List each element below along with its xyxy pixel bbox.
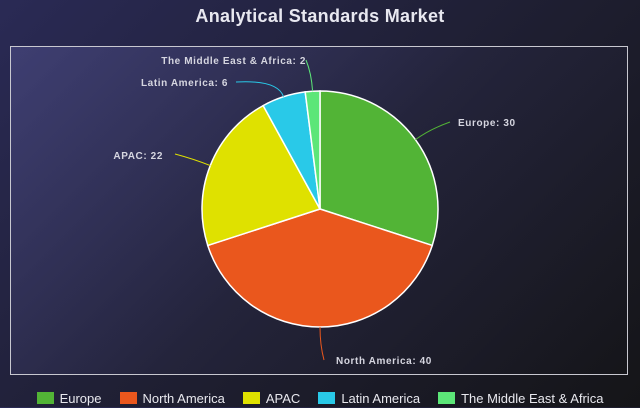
legend-swatch bbox=[438, 392, 456, 404]
legend-item-north-america[interactable]: North America bbox=[119, 390, 225, 406]
data-label-0: Europe: 30 bbox=[458, 118, 516, 129]
leader-line-4 bbox=[305, 59, 314, 92]
legend-item-apac[interactable]: APAC bbox=[242, 390, 301, 406]
legend-label: APAC bbox=[265, 390, 301, 406]
legend-label: Europe bbox=[59, 390, 102, 406]
legend-swatch bbox=[119, 392, 137, 404]
pie-slice-the-middle-east-africa[interactable] bbox=[304, 90, 321, 210]
chart-title: Analytical Standards Market bbox=[195, 6, 445, 26]
legend-item-the-middle-east-africa[interactable]: The Middle East & Africa bbox=[438, 391, 603, 406]
legend-label: Latin America bbox=[341, 390, 421, 406]
pie-slice-apac[interactable] bbox=[201, 104, 322, 247]
legend-label: North America bbox=[142, 390, 225, 406]
pie-slice-north-america[interactable] bbox=[206, 208, 434, 328]
legend-label: The Middle East & Africa bbox=[461, 390, 604, 406]
leader-line-3 bbox=[235, 81, 285, 97]
legend-swatch bbox=[318, 392, 336, 404]
data-label-4: The Middle East & Africa: 2 bbox=[161, 56, 306, 67]
leader-line-1 bbox=[319, 326, 325, 361]
legend-item-europe[interactable]: Europe bbox=[36, 390, 102, 406]
data-label-3: Latin America: 6 bbox=[141, 78, 228, 89]
data-label-1: North America: 40 bbox=[336, 356, 432, 367]
pie-slice-europe[interactable] bbox=[319, 90, 439, 247]
legend-swatch bbox=[242, 392, 260, 404]
data-label-2: APAC: 22 bbox=[113, 151, 163, 162]
legend: Europe North America APAC Latin America The … bbox=[0, 388, 640, 408]
leader-line-2 bbox=[174, 153, 211, 167]
legend-item-latin-america[interactable]: Latin America bbox=[318, 391, 420, 406]
legend-swatch bbox=[36, 392, 54, 404]
leader-line-0 bbox=[415, 121, 451, 141]
